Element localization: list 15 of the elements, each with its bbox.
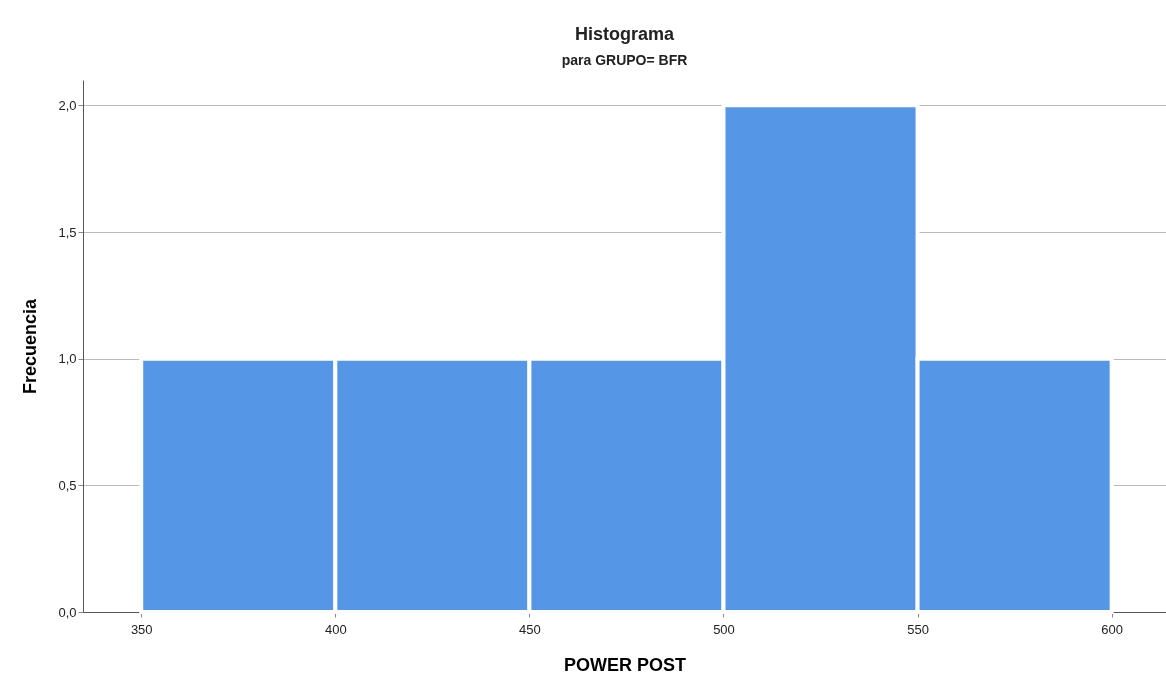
y-tick-label: 1,5: [58, 224, 77, 240]
chart-title: Histograma: [574, 24, 675, 44]
x-tick-label: 500: [713, 621, 735, 637]
y-tick-label: 1,0: [58, 351, 77, 367]
x-axis-title: POWER POST: [563, 654, 687, 675]
x-tick-label: 400: [324, 621, 347, 637]
y-tick-label: 2,0: [58, 97, 77, 113]
x-tick-label: 600: [1101, 621, 1124, 637]
x-tick-label: 550: [907, 621, 929, 637]
y-axis-title: Frecuencia: [20, 297, 41, 395]
x-tick-label: 350: [130, 621, 153, 637]
x-tick-label: 450: [519, 621, 541, 637]
y-tick-label: 0,0: [58, 604, 77, 620]
y-tick-label: 0,5: [58, 477, 77, 493]
chart-subtitle: para GRUPO= BFR: [561, 52, 688, 68]
